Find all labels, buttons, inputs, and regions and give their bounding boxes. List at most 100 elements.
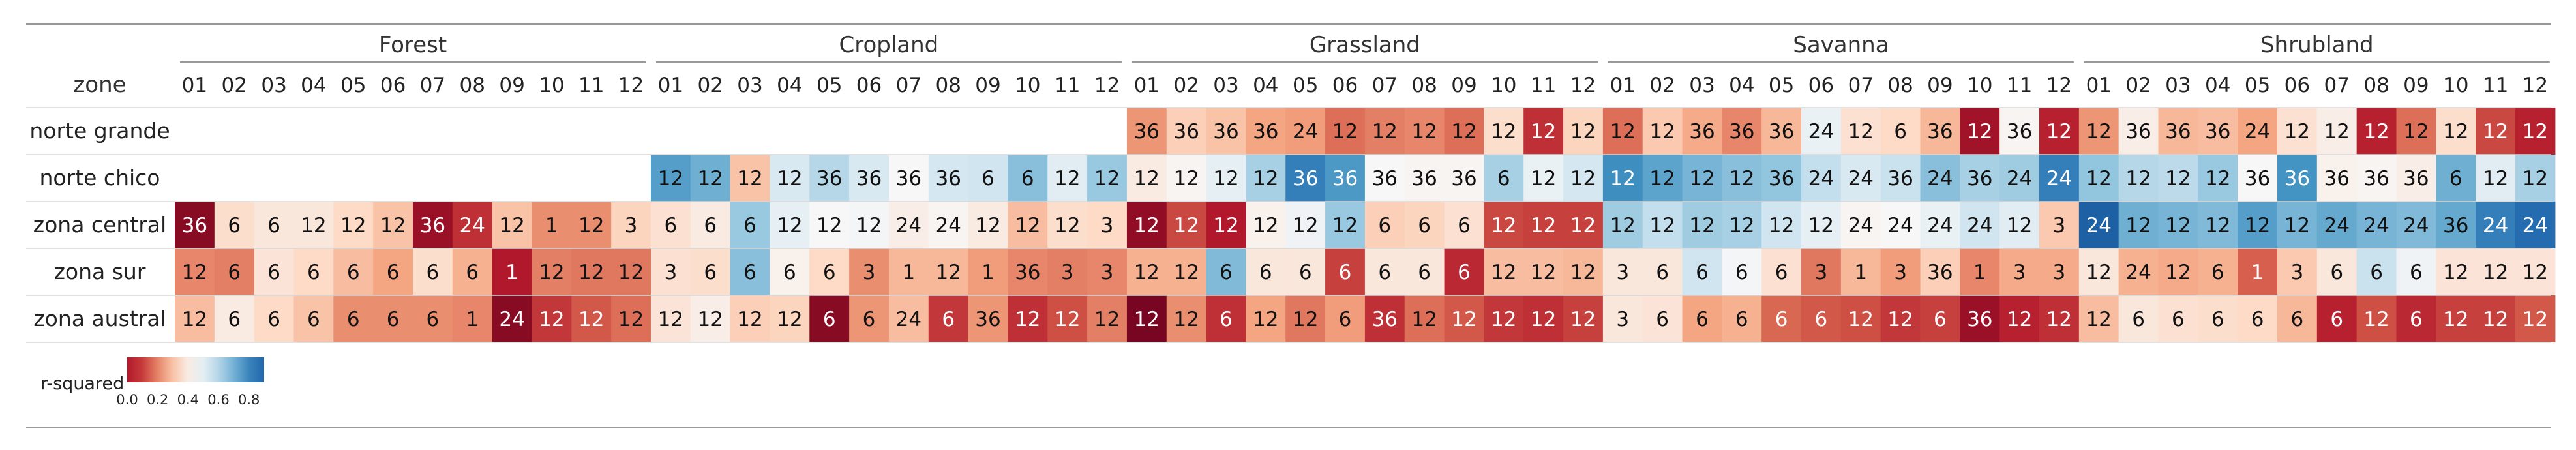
heatmap-cell	[1801, 295, 1842, 342]
heatmap-cell	[690, 202, 731, 248]
heatmap-cell	[1364, 295, 1405, 342]
cell-value-label: 24	[499, 308, 524, 331]
heatmap-cell	[1602, 248, 1643, 295]
cell-value-label: 12	[935, 261, 961, 284]
cell-value-label: 36	[1769, 120, 1794, 143]
heatmap-cell	[1047, 155, 1088, 202]
cell-value-label: 12	[737, 167, 762, 190]
cell-value-label: 6	[1775, 308, 1788, 331]
cell-value-label: 3	[2291, 261, 2304, 284]
cell-value-label: 3	[1616, 261, 1629, 284]
cell-value-label: 12	[1491, 261, 1516, 284]
cell-value-label: 12	[1134, 261, 1160, 284]
heatmap-cell	[1484, 155, 1524, 202]
cell-value-label: 12	[2483, 261, 2508, 284]
cell-value-label: 6	[783, 261, 796, 284]
row-label: zona sur	[54, 259, 146, 284]
cell-value-label: 12	[2523, 261, 2548, 284]
cell-value-label: 6	[2449, 167, 2463, 190]
heatmap-cell	[1563, 108, 1604, 155]
cell-value-label: 6	[1021, 167, 1034, 190]
heatmap-cell	[2198, 202, 2238, 248]
cell-value-label: 12	[1451, 308, 1476, 331]
group-header: Shrubland	[2260, 32, 2374, 58]
cell-value-label: 12	[2007, 214, 2032, 237]
heatmap-cell	[571, 295, 612, 342]
heatmap-cell	[1722, 202, 1762, 248]
cell-value-label: 12	[1570, 214, 1596, 237]
heatmap-cell	[1602, 202, 1643, 248]
heatmap-cell	[1364, 202, 1405, 248]
cell-value-label: 12	[2205, 167, 2230, 190]
cell-value-label: 6	[743, 261, 756, 284]
heatmap-cell	[175, 202, 215, 248]
cell-value-label: 12	[2403, 120, 2429, 143]
heatmap-cell	[2476, 155, 2516, 202]
month-tick-label: 08	[459, 74, 485, 97]
heatmap-cell	[1761, 295, 1802, 342]
month-tick-label: 04	[2205, 74, 2230, 97]
cell-value-label: 36	[1927, 261, 1953, 284]
cell-value-label: 12	[1531, 120, 1556, 143]
month-tick-label: 04	[1729, 74, 1754, 97]
cell-value-label: 36	[1332, 167, 1358, 190]
heatmap-cell	[2316, 108, 2358, 155]
cell-value-label: 12	[2523, 308, 2548, 331]
month-tick-label: 02	[2125, 74, 2151, 97]
cell-value-label: 6	[823, 308, 836, 331]
cell-value-label: 6	[466, 261, 479, 284]
cell-value-label: 12	[1689, 214, 1715, 237]
cell-value-label: 36	[1689, 120, 1715, 143]
heatmap-cell	[2158, 248, 2198, 295]
cell-value-label: 12	[2125, 214, 2151, 237]
heatmap-cell	[1642, 248, 1683, 295]
cell-value-label: 3	[665, 261, 678, 284]
cell-value-label: 36	[2284, 167, 2310, 190]
heatmap-cell	[2277, 202, 2318, 248]
cell-value-label: 12	[1610, 214, 1636, 237]
month-tick-label: 11	[2007, 74, 2032, 97]
heatmap-cell	[2238, 108, 2278, 155]
cell-value-label: 12	[1491, 214, 1516, 237]
heatmap-cell	[532, 295, 572, 342]
cell-value-label: 6	[267, 214, 280, 237]
cell-value-label: 36	[1451, 167, 1476, 190]
cell-value-label: 6	[2211, 261, 2224, 284]
heatmap-cell	[1960, 248, 2000, 295]
heatmap-cell	[1920, 248, 1960, 295]
cell-value-label: 3	[625, 214, 638, 237]
heatmap-cell	[1840, 295, 1881, 342]
heatmap-cell	[2158, 155, 2198, 202]
heatmap-cell	[730, 248, 771, 295]
heatmap-cell	[1523, 202, 1564, 248]
month-tick-label: 06	[380, 74, 406, 97]
heatmap-cell	[492, 295, 533, 342]
cell-value-label: 12	[182, 261, 207, 284]
month-tick-label: 02	[1173, 74, 1199, 97]
month-tick-label: 12	[1094, 74, 1120, 97]
heatmap-cell	[1682, 295, 1722, 342]
heatmap-cell	[2316, 155, 2358, 202]
cell-value-label: 12	[1570, 167, 1596, 190]
heatmap-cell	[1246, 155, 1286, 202]
cell-value-label: 12	[2284, 120, 2310, 143]
cell-value-label: 12	[1610, 120, 1636, 143]
heatmap-cell	[1126, 108, 1167, 155]
month-tick-label: 02	[221, 74, 247, 97]
cell-value-label: 36	[1015, 261, 1040, 284]
cell-value-label: 12	[1451, 120, 1476, 143]
heatmap-cell	[1246, 108, 1286, 155]
heatmap-cell	[2277, 248, 2318, 295]
heatmap-cell	[1563, 295, 1604, 342]
group-header: Savanna	[1793, 32, 1889, 58]
cell-value-label: 24	[2523, 214, 2548, 237]
heatmap-cell	[1008, 155, 1048, 202]
cell-value-label: 12	[1134, 214, 1160, 237]
heatmap-cell	[2078, 155, 2119, 202]
cell-value-label: 24	[2363, 214, 2389, 237]
heatmap-cell	[1801, 108, 1842, 155]
month-tick-label: 09	[1927, 74, 1953, 97]
heatmap-cell	[2198, 108, 2238, 155]
cell-value-label: 6	[1735, 261, 1748, 284]
cell-value-label: 1	[505, 261, 518, 284]
